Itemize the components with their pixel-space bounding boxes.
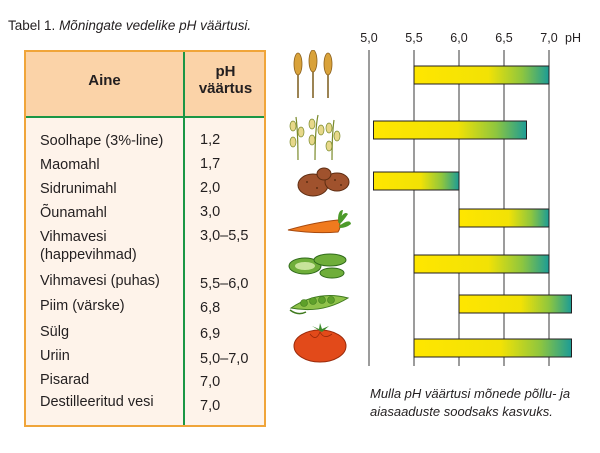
row-name: Vihmavesi (puhas)	[40, 273, 160, 289]
x-tick-label: 5,5	[405, 31, 422, 45]
caption-title: Mõningate vedelike pH väärtusi.	[59, 18, 252, 33]
row-value: 5,0–7,0	[200, 351, 249, 367]
row-name: Pisarad	[40, 372, 90, 388]
row-value: 1,7	[200, 156, 221, 172]
table-caption: Tabel 1. Mõningate vedelike pH väärtusi.	[8, 18, 251, 33]
row-value: 6,9	[200, 326, 221, 342]
row-value: 3,0–5,5	[200, 228, 249, 244]
row-name: Sidrunimahl	[40, 181, 117, 197]
ph-range-bar-cucumber	[413, 254, 550, 274]
x-unit-label: pH	[565, 31, 581, 45]
x-tick-label: 6,0	[450, 31, 467, 45]
caption-prefix: Tabel 1.	[8, 18, 56, 33]
header-separator	[26, 116, 264, 118]
header-ph: pH väärtus	[185, 63, 266, 97]
ph-table: Aine pH väärtus Soolhape (3%-line) 1,2 M…	[24, 50, 266, 427]
row-value: 7,0	[200, 398, 221, 414]
ph-range-bar-oat	[373, 120, 527, 140]
ph-range-bar-carrot	[458, 208, 550, 228]
wheat-icon	[293, 50, 333, 98]
header-substance: Aine	[88, 72, 121, 89]
ph-range-bar-wheat	[413, 65, 550, 85]
row-name: Sülg	[40, 324, 70, 340]
row-name: Soolhape (3%-line)	[40, 133, 164, 149]
potato-icon	[297, 167, 350, 197]
column-divider	[183, 52, 185, 425]
ph-range-bar-pea	[458, 294, 572, 314]
x-tick-label: 7,0	[540, 31, 557, 45]
row-name: Õunamahl	[40, 205, 107, 221]
row-value: 7,0	[200, 374, 221, 390]
tomato-icon	[293, 323, 347, 363]
carrot-icon	[287, 210, 351, 234]
row-value: 5,5–6,0	[200, 276, 249, 292]
row-name: Maomahl	[40, 157, 100, 173]
row-value: 6,8	[200, 300, 221, 316]
header-ph-line1: pH	[215, 63, 236, 80]
row-value: 3,0	[200, 204, 221, 220]
row-name: Uriin	[40, 348, 70, 364]
pea-icon	[289, 295, 350, 315]
row-name-line1: Vihmavesi	[40, 229, 107, 245]
chart-caption: Mulla pH väärtusi mõnede põllu- ja aiasa…	[370, 386, 571, 419]
row-value: 1,2	[200, 132, 221, 148]
ph-range-bar-potato	[373, 171, 460, 191]
x-tick-label: 5,0	[360, 31, 377, 45]
table-header	[26, 52, 264, 116]
row-name: Destilleeritud vesi	[40, 394, 154, 410]
oat-icon	[289, 114, 341, 161]
x-tick-label: 6,5	[495, 31, 512, 45]
row-name-line2: (happevihmad)	[40, 247, 137, 263]
cucumber-icon	[288, 253, 347, 279]
row-name: Vihmavesi (happevihmad)	[40, 228, 180, 264]
ph-range-bar-tomato	[413, 338, 572, 358]
row-name: Piim (värske)	[40, 298, 125, 314]
row-value: 2,0	[200, 180, 221, 196]
header-ph-line2: väärtus	[198, 80, 253, 97]
